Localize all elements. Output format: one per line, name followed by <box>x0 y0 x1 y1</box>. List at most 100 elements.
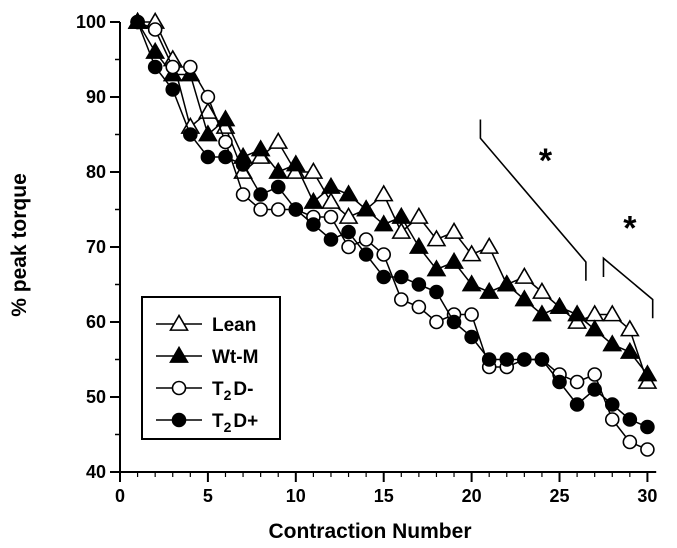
x-tick-label: 30 <box>637 486 657 506</box>
data-point-t2d <box>323 209 339 225</box>
x-tick-label: 25 <box>550 486 570 506</box>
series-layer <box>127 11 658 457</box>
data-point-lean <box>391 221 412 239</box>
data-point-wt-m <box>637 364 658 382</box>
data-point-wt-m <box>602 334 623 352</box>
x-tick-label: 15 <box>374 486 394 506</box>
series-wt-m <box>127 11 658 382</box>
data-point-t2d <box>517 352 532 367</box>
x-tick-label: 0 <box>115 486 125 506</box>
legend-label: T2 D+ <box>212 411 258 435</box>
data-point-t2d <box>130 14 145 30</box>
data-point-t2d <box>218 134 233 150</box>
data-point-t2d <box>147 59 163 75</box>
data-point-lean <box>444 221 464 239</box>
legend-marker <box>171 412 187 428</box>
significance-star: * <box>539 142 553 180</box>
y-tick-label: 70 <box>86 237 106 257</box>
data-point-wt-m <box>250 139 271 157</box>
data-point-t2d <box>288 202 304 217</box>
x-tick-label: 20 <box>462 486 482 506</box>
data-point-lean <box>514 266 535 284</box>
x-axis-label: Contraction Number <box>268 520 471 543</box>
data-point-t2d <box>429 314 444 330</box>
data-point-t2d <box>411 299 427 315</box>
data-point-t2d <box>218 149 233 165</box>
data-point-t2d <box>376 269 392 285</box>
data-point-lean <box>602 304 623 322</box>
data-point-t2d <box>235 157 251 172</box>
data-point-wt-m <box>619 341 640 359</box>
legend-box <box>141 296 281 440</box>
significance-star: * <box>623 210 637 248</box>
data-point-t2d <box>376 247 392 262</box>
data-point-t2d <box>358 247 374 262</box>
data-point-t2d <box>604 412 620 427</box>
data-point-t2d <box>464 329 479 345</box>
legend-label: Wt-M <box>212 347 258 368</box>
y-tick-label: 50 <box>86 387 106 407</box>
data-point-t2d <box>183 127 198 142</box>
data-point-t2d <box>429 284 444 300</box>
data-point-t2d <box>147 22 163 37</box>
data-point-wt-m <box>461 274 482 292</box>
data-point-wt-m <box>514 289 535 307</box>
legend-item-t2d: T2 D+ <box>156 411 258 435</box>
data-point-t2d <box>200 149 216 165</box>
legend-label: Lean <box>212 315 256 336</box>
y-tick-label: 60 <box>86 312 106 332</box>
data-point-wt-m <box>532 304 552 322</box>
data-point-wt-m <box>356 199 377 217</box>
data-point-t2d <box>622 434 638 450</box>
x-tick-label: 5 <box>203 486 213 506</box>
data-point-t2d <box>640 419 655 435</box>
data-point-lean <box>268 131 289 149</box>
significance-bracket <box>479 119 587 281</box>
data-point-t2d <box>165 82 181 97</box>
data-point-t2d <box>235 187 251 202</box>
data-point-t2d <box>165 59 181 75</box>
data-point-t2d <box>341 239 356 255</box>
legend-item-wt-m: Wt-M <box>156 345 258 368</box>
data-point-wt-m <box>584 319 605 337</box>
y-tick-label: 80 <box>86 162 106 182</box>
data-point-lean <box>461 244 482 262</box>
data-point-t2d <box>253 202 268 217</box>
y-tick-label: 100 <box>76 12 106 32</box>
data-point-wt-m <box>549 296 570 314</box>
data-point-t2d <box>604 397 620 412</box>
x-tick-label: 10 <box>286 486 306 506</box>
data-point-t2d <box>552 374 567 390</box>
data-point-wt-m <box>391 206 412 224</box>
data-point-t2d <box>358 232 374 247</box>
data-point-wt-m <box>303 191 324 209</box>
data-point-lean <box>321 191 341 209</box>
y-tick-label: 90 <box>86 87 106 107</box>
legend-item-t2d: T2 D- <box>156 379 253 403</box>
data-point-lean <box>426 229 447 247</box>
data-point-t2d <box>200 89 216 105</box>
data-point-t2d <box>446 314 462 330</box>
series-t2d <box>130 14 655 435</box>
data-point-t2d <box>587 382 602 397</box>
significance-bracket <box>602 256 654 319</box>
data-point-t2d <box>640 442 655 457</box>
data-point-lean <box>373 184 394 202</box>
data-point-wt-m <box>567 304 587 322</box>
data-point-t2d <box>183 59 198 75</box>
legend: Lean Wt-M T2 D- T2 D+ <box>141 296 281 440</box>
data-point-wt-m <box>198 124 218 142</box>
legend-marker <box>169 313 189 331</box>
data-point-lean <box>619 319 640 337</box>
legend-marker <box>171 380 187 396</box>
data-point-wt-m <box>373 214 394 232</box>
data-point-wt-m <box>496 274 517 292</box>
data-point-t2d <box>464 307 479 322</box>
y-tick-label: 40 <box>86 462 106 482</box>
legend-marker <box>169 345 189 363</box>
legend-label: T2 D- <box>212 379 253 403</box>
data-point-t2d <box>341 224 356 240</box>
data-point-wt-m <box>338 184 359 202</box>
data-point-wt-m <box>479 281 500 299</box>
